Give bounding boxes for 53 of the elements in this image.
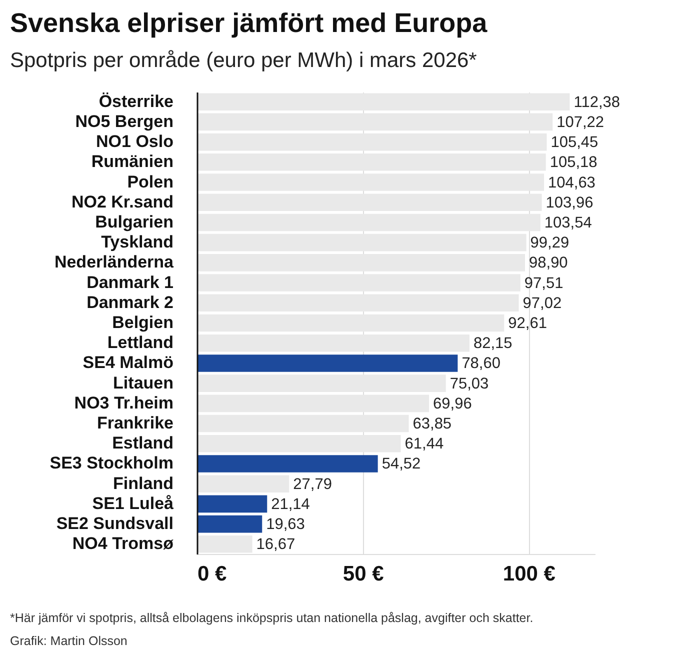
y-tick-label: NO2 Kr.sand (71, 192, 174, 212)
y-tick-label: Polen (127, 172, 174, 192)
data-label: 78,60 (462, 355, 501, 372)
data-label: 97,51 (524, 274, 564, 292)
data-label: 107,22 (556, 114, 604, 131)
data-label: 82,15 (473, 335, 512, 352)
x-tick-label: 50 € (342, 562, 384, 586)
data-label: 54,52 (382, 456, 421, 473)
y-tick-label: Lettland (107, 333, 174, 352)
y-tick-label: Rumänien (91, 152, 174, 172)
y-tick-label: NO1 Oslo (96, 132, 174, 152)
data-label: 97,02 (522, 294, 562, 312)
y-tick-label: NO5 Bergen (75, 112, 174, 131)
y-tick-label: SE4 Malmö (82, 353, 174, 372)
y-tick-label: Estland (112, 434, 174, 453)
y-tick-label: SE1 Luleå (92, 494, 174, 513)
data-label: 99,29 (530, 234, 570, 252)
text: Grafik: Martin Olsson (10, 634, 128, 648)
data-label: 21,14 (271, 496, 310, 513)
chart-subtitle: Spotpris per område (euro per MWh) i mars 2026* (10, 49, 477, 72)
data-label: 112,38 (574, 94, 620, 111)
y-tick-label: SE2 Sundsvall (56, 514, 174, 534)
y-tick-label: Nederländerna (54, 252, 174, 272)
data-label: 63,85 (412, 416, 452, 433)
data-label: 92,61 (508, 315, 547, 332)
x-tick-label: 0 € (198, 562, 228, 586)
y-tick-label: Österrike (98, 92, 174, 111)
y-tick-label: Finland (113, 474, 174, 493)
y-tick-label: NO4 Tromsø (72, 534, 174, 554)
chart-title: Svenska elpriser jämfört med Europa (10, 8, 488, 38)
data-label: 75,03 (450, 375, 489, 392)
y-tick-label: Danmark 1 (86, 272, 174, 292)
y-tick-label: SE3 Stockholm (50, 454, 174, 473)
x-tick-label: 100 € (502, 562, 556, 586)
y-tick-label: NO3 Tr.heim (74, 393, 174, 412)
y-tick-label: Belgien (112, 313, 174, 332)
data-label: 27,79 (293, 476, 332, 493)
y-tick-label: Tyskland (101, 232, 174, 252)
data-label: 105,18 (550, 154, 598, 172)
text: *Här jämför vi spotpris, alltså elbolagens inköpspris utan nationella påslag, avgifter och skatter. (10, 611, 534, 625)
data-label: 16,67 (256, 536, 296, 554)
y-tick-label: Litauen (113, 373, 174, 392)
data-label: 19,63 (266, 516, 305, 534)
y-tick-label: Danmark 2 (86, 292, 174, 312)
y-tick-label: Bulgarien (95, 212, 174, 232)
data-label: 61,44 (404, 436, 444, 453)
data-label: 104,63 (548, 174, 596, 192)
data-label: 98,90 (529, 254, 568, 272)
data-label: 105,45 (550, 134, 598, 152)
data-label: 69,96 (433, 395, 472, 412)
data-label: 103,96 (546, 194, 594, 212)
data-label: 103,54 (544, 214, 592, 232)
y-tick-label: Frankrike (96, 414, 174, 433)
